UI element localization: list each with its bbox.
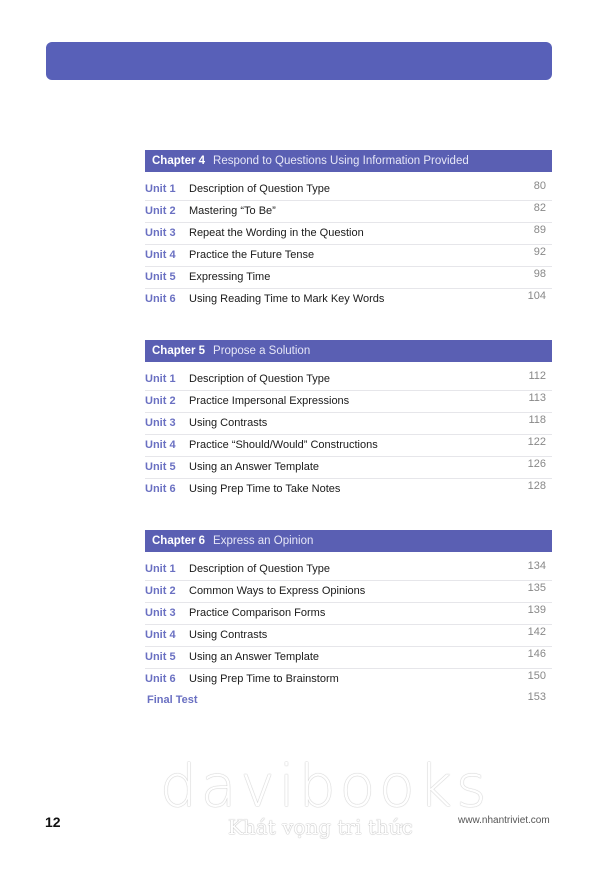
toc-row[interactable]: Unit 3 Repeat the Wording in the Question…	[145, 223, 552, 245]
unit-label: Unit 6	[145, 293, 176, 305]
unit-title: Using an Answer Template	[189, 651, 320, 663]
toc-row[interactable]: Unit 2 Mastering “To Be” 82	[145, 201, 552, 223]
unit-label: Unit 3	[145, 227, 176, 239]
unit-title: Using an Answer Template	[189, 461, 320, 473]
unit-label: Unit 5	[145, 461, 176, 473]
unit-page: 82	[533, 202, 546, 214]
unit-label: Unit 3	[145, 417, 176, 429]
toc-row[interactable]: Unit 1 Description of Question Type 80	[145, 179, 552, 201]
unit-label: Unit 3	[145, 607, 176, 619]
toc-row[interactable]: Unit 6 Using Prep Time to Take Notes 128	[145, 479, 552, 500]
unit-title: Practice Comparison Forms	[189, 607, 326, 619]
toc-row[interactable]: Unit 3 Using Contrasts 118	[145, 413, 552, 435]
unit-label: Unit 4	[145, 439, 176, 451]
unit-title: Using Prep Time to Take Notes	[189, 483, 341, 495]
chapter-section: Chapter 5 Propose a Solution Unit 1 Descrip…	[145, 340, 552, 500]
watermark-slogan: Khát vọng tri thức	[228, 815, 413, 839]
unit-title: Description of Question Type	[189, 563, 331, 575]
toc-row[interactable]: Unit 4 Practice the Future Tense 92	[145, 245, 552, 267]
chapter-header: Chapter 6 Express an Opinion	[145, 530, 552, 552]
unit-page: 104	[527, 290, 546, 302]
unit-label: Unit 2	[145, 205, 176, 217]
toc-row[interactable]: Unit 5 Using an Answer Template 126	[145, 457, 552, 479]
unit-title: Description of Question Type	[189, 183, 331, 195]
unit-page: 113	[528, 392, 546, 404]
unit-page: 112	[528, 370, 546, 382]
unit-title: Description of Question Type	[189, 373, 331, 385]
unit-label: Unit 5	[145, 651, 176, 663]
toc-row[interactable]: Unit 5 Using an Answer Template 146	[145, 647, 552, 669]
chapter-number: Chapter 4	[152, 155, 206, 167]
unit-label: Unit 4	[145, 249, 176, 261]
unit-page: 80	[533, 180, 546, 192]
unit-title: Expressing Time	[189, 271, 271, 283]
unit-page: 98	[533, 268, 546, 280]
unit-page: 139	[527, 604, 546, 616]
unit-title: Using Contrasts	[189, 629, 268, 641]
toc-row[interactable]: Unit 6 Using Reading Time to Mark Key Wor…	[145, 289, 552, 310]
watermark-brand: davibooks	[160, 752, 491, 820]
unit-label: Unit 1	[145, 183, 176, 195]
unit-title: Repeat the Wording in the Question	[189, 227, 364, 239]
publisher-url: www.nhantriviet.com	[458, 815, 550, 826]
chapter-number: Chapter 6	[152, 535, 206, 547]
unit-title: Mastering “To Be”	[189, 205, 276, 217]
final-test-page: 153	[527, 691, 546, 703]
unit-page: 92	[533, 246, 546, 258]
unit-label: Unit 2	[145, 395, 176, 407]
unit-page: 134	[527, 560, 546, 572]
toc-row[interactable]: Unit 5 Expressing Time 98	[145, 267, 552, 289]
toc-row[interactable]: Unit 6 Using Prep Time to Brainstorm 150	[145, 669, 552, 690]
chapter-section: Chapter 4 Respond to Questions Using Info…	[145, 150, 552, 310]
unit-page: 89	[533, 224, 546, 236]
unit-label: Unit 1	[145, 373, 176, 385]
unit-title: Using Contrasts	[189, 417, 268, 429]
toc-row[interactable]: Unit 4 Practice “Should/Would” Constructi…	[145, 435, 552, 457]
unit-label: Unit 1	[145, 563, 176, 575]
unit-label: Unit 6	[145, 673, 176, 685]
unit-page: 118	[528, 414, 546, 426]
unit-page: 135	[527, 582, 546, 594]
chapter-section: Chapter 6 Express an Opinion Unit 1 Descrip…	[145, 530, 552, 711]
unit-page: 150	[527, 670, 546, 682]
final-test-row[interactable]: Final Test 153	[145, 690, 552, 711]
unit-page: 146	[527, 648, 546, 660]
toc-row[interactable]: Unit 4 Using Contrasts 142	[145, 625, 552, 647]
unit-page: 142	[527, 626, 546, 638]
unit-page: 122	[527, 436, 546, 448]
unit-page: 126	[527, 458, 546, 470]
unit-title: Practice Impersonal Expressions	[189, 395, 350, 407]
header-banner	[46, 42, 552, 80]
unit-title: Practice the Future Tense	[189, 249, 315, 261]
unit-title: Using Prep Time to Brainstorm	[189, 673, 339, 685]
unit-title: Common Ways to Express Opinions	[189, 585, 366, 597]
page-number: 12	[45, 814, 61, 830]
unit-page: 128	[527, 480, 546, 492]
toc-row[interactable]: Unit 2 Common Ways to Express Opinions 135	[145, 581, 552, 603]
unit-label: Unit 4	[145, 629, 176, 641]
toc-row[interactable]: Unit 1 Description of Question Type 112	[145, 369, 552, 391]
chapter-title: Express an Opinion	[213, 535, 314, 547]
unit-label: Unit 6	[145, 483, 176, 495]
unit-title: Using Reading Time to Mark Key Words	[189, 293, 385, 305]
chapter-header: Chapter 4 Respond to Questions Using Info…	[145, 150, 552, 172]
chapter-header: Chapter 5 Propose a Solution	[145, 340, 552, 362]
chapter-number: Chapter 5	[152, 345, 206, 357]
toc-row[interactable]: Unit 1 Description of Question Type 134	[145, 559, 552, 581]
unit-label: Unit 5	[145, 271, 176, 283]
unit-title: Practice “Should/Would” Constructions	[189, 439, 378, 451]
toc-row[interactable]: Unit 2 Practice Impersonal Expressions 113	[145, 391, 552, 413]
chapter-title: Respond to Questions Using Information P…	[213, 155, 469, 167]
unit-label: Unit 2	[145, 585, 176, 597]
chapter-title: Propose a Solution	[213, 345, 311, 357]
final-test-label: Final Test	[147, 694, 198, 706]
toc-row[interactable]: Unit 3 Practice Comparison Forms 139	[145, 603, 552, 625]
